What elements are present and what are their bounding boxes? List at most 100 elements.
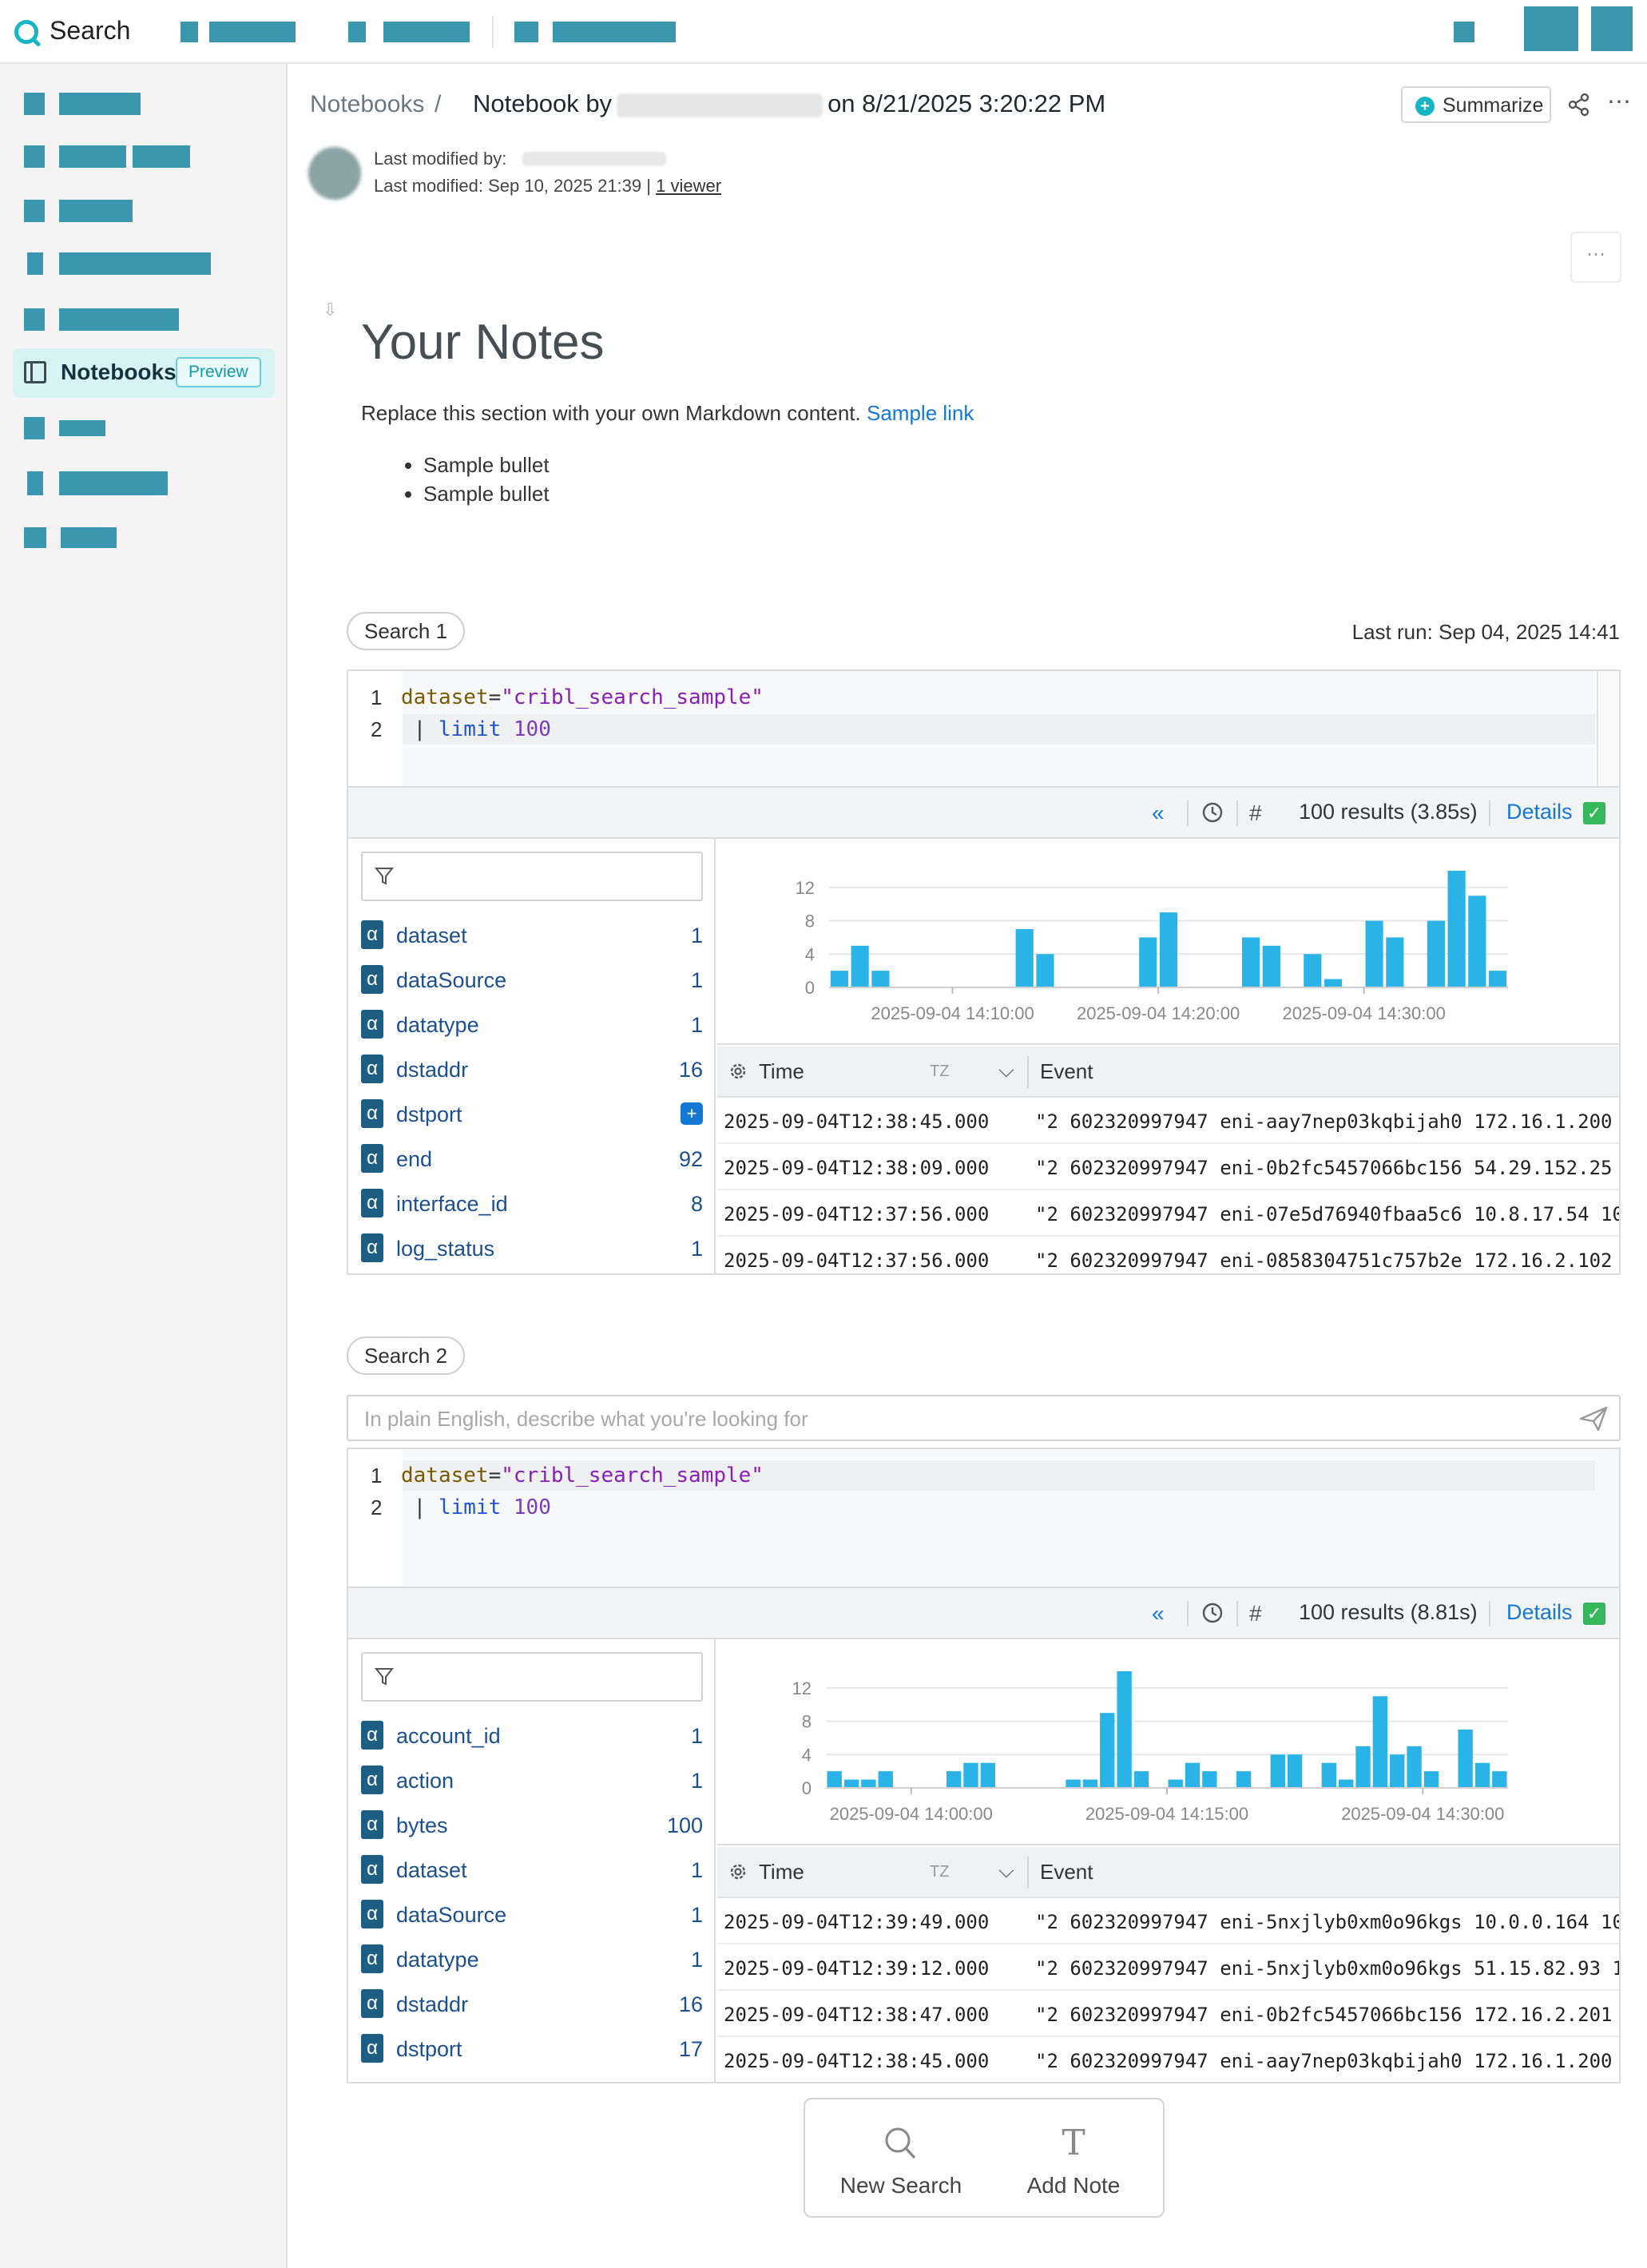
field-count: 8 xyxy=(690,1192,703,1216)
nav-link-placeholder[interactable] xyxy=(383,22,470,42)
time-column-header[interactable]: Time xyxy=(759,1059,804,1083)
field-row[interactable]: α interface_id 8 xyxy=(361,1187,703,1219)
search-1-editor[interactable]: 1 2 dataset="cribl_search_sample" | limi… xyxy=(347,669,1621,788)
editor-scrollbar[interactable] xyxy=(1597,671,1619,786)
histogram-bar xyxy=(1202,1771,1217,1788)
sidebar-item-placeholder[interactable] xyxy=(59,200,133,222)
field-row[interactable]: α dstaddr 16 xyxy=(361,1053,703,1085)
field-row[interactable]: α dstport + xyxy=(361,1098,703,1130)
sidebar-icon-placeholder[interactable] xyxy=(24,417,45,439)
nav-icon-placeholder[interactable] xyxy=(181,22,198,42)
field-row[interactable]: α action 1 xyxy=(361,1764,703,1796)
hash-icon[interactable]: # xyxy=(1249,800,1262,825)
collapse-icon[interactable]: « xyxy=(1152,1601,1165,1626)
field-row[interactable]: α dataset 1 xyxy=(361,919,703,951)
search-2-editor[interactable]: 1 2 dataset="cribl_search_sample" | limi… xyxy=(347,1448,1621,1588)
field-row[interactable]: α account_id 1 xyxy=(361,1719,703,1751)
sidebar-icon-placeholder[interactable] xyxy=(24,145,45,168)
sidebar-icon-placeholder[interactable] xyxy=(24,200,45,222)
notebook-icon xyxy=(24,361,46,383)
title-suffix: on 8/21/2025 3:20:22 PM xyxy=(827,89,1106,117)
sidebar-icon-placeholder[interactable] xyxy=(27,471,43,495)
histogram-svg: 0 4 8 12 2025-09-04 14:00:00 2025-09-04 14:15… xyxy=(792,1671,1508,1824)
share-icon[interactable] xyxy=(1567,93,1591,117)
viewers-link[interactable]: 1 viewer xyxy=(656,176,722,196)
active-line-highlight xyxy=(403,714,1595,745)
send-icon[interactable] xyxy=(1579,1406,1608,1432)
details-link[interactable]: Details xyxy=(1506,800,1573,824)
hash-icon[interactable]: # xyxy=(1249,1601,1262,1626)
field-row[interactable]: α bytes 100 xyxy=(361,1809,703,1841)
sidebar-icon-placeholder[interactable] xyxy=(24,93,45,115)
histogram-bar xyxy=(963,1762,978,1788)
sidebar-item-placeholder[interactable] xyxy=(59,93,141,115)
time-column-header[interactable]: Time xyxy=(759,1860,804,1884)
sidebar-item-placeholder[interactable] xyxy=(59,308,179,331)
field-row[interactable]: α dataSource 1 xyxy=(361,963,703,995)
last-modified: Last modified: Sep 10, 2025 21:39 | 1 vi… xyxy=(374,176,721,197)
drag-handle-icon[interactable]: ⇩ xyxy=(323,300,338,320)
sidebar-item-placeholder[interactable] xyxy=(61,527,117,548)
x-tick-label: 2025-09-04 14:30:00 xyxy=(1341,1804,1504,1824)
nav-link-placeholder[interactable] xyxy=(209,22,296,42)
sidebar-item-placeholder[interactable] xyxy=(59,145,126,168)
sidebar-item-placeholder[interactable] xyxy=(59,471,168,495)
field-row[interactable]: α log_status 1 xyxy=(361,1232,703,1264)
gear-icon[interactable] xyxy=(727,1060,749,1082)
nav-link-placeholder[interactable] xyxy=(553,22,676,42)
ai-prompt-input[interactable] xyxy=(364,1404,1546,1433)
chevron-down-icon[interactable]: ⌵ xyxy=(998,1058,1014,1082)
more-icon[interactable]: ⋯ xyxy=(1607,89,1632,115)
summarize-button[interactable]: + Summarize xyxy=(1401,86,1551,123)
table-row[interactable]: 2025-09-04T12:39:49.000 "2 602320997947 e… xyxy=(717,1898,1619,1944)
sample-link[interactable]: Sample link xyxy=(867,401,974,425)
table-row[interactable]: 2025-09-04T12:37:56.000 "2 602320997947 e… xyxy=(717,1237,1619,1273)
sidebar-icon-placeholder[interactable] xyxy=(27,252,43,275)
table-row[interactable]: 2025-09-04T12:37:56.000 "2 602320997947 e… xyxy=(717,1190,1619,1237)
field-row[interactable]: α dstaddr 16 xyxy=(361,1988,703,2020)
field-row[interactable]: α end 92 xyxy=(361,1142,703,1174)
field-filter-input[interactable] xyxy=(361,1652,703,1702)
field-row[interactable]: α dataset 1 xyxy=(361,1853,703,1885)
toolbar-button-placeholder[interactable] xyxy=(1524,6,1578,51)
sidebar-icon-placeholder[interactable] xyxy=(24,308,45,331)
add-note-button[interactable]: T Add Note xyxy=(994,2099,1153,2216)
breadcrumb-notebooks[interactable]: Notebooks xyxy=(310,91,425,117)
clock-icon[interactable] xyxy=(1201,1602,1224,1624)
section-menu-icon[interactable]: ⋯ xyxy=(1570,232,1621,283)
sidebar-item-placeholder[interactable] xyxy=(59,420,105,436)
clock-icon[interactable] xyxy=(1201,801,1224,824)
field-row[interactable]: α datatype 1 xyxy=(361,1943,703,1975)
avatar-placeholder[interactable] xyxy=(1591,6,1633,51)
add-field-icon[interactable]: + xyxy=(681,1102,703,1125)
details-link[interactable]: Details xyxy=(1506,1600,1573,1624)
toolbar-icon-placeholder[interactable] xyxy=(1454,22,1474,42)
field-row[interactable]: α dstport 17 xyxy=(361,2032,703,2064)
sidebar-icon-placeholder[interactable] xyxy=(24,527,46,548)
chevron-down-icon[interactable]: ⌵ xyxy=(998,1858,1014,1882)
ai-prompt-field[interactable] xyxy=(347,1395,1621,1441)
table-row[interactable]: 2025-09-04T12:38:47.000 "2 602320997947 e… xyxy=(717,1991,1619,2037)
gear-icon[interactable] xyxy=(727,1861,749,1883)
event-text: "2 602320997947 eni-0b2fc5457066bc156 54… xyxy=(1035,1157,1613,1179)
table-row[interactable]: 2025-09-04T12:38:45.000 "2 602320997947 e… xyxy=(717,2037,1619,2082)
search-1-label[interactable]: Search 1 xyxy=(347,612,466,650)
field-count: 1 xyxy=(690,1858,703,1882)
table-row[interactable]: 2025-09-04T12:38:09.000 "2 602320997947 e… xyxy=(717,1144,1619,1190)
code-field: dataset xyxy=(401,1464,489,1488)
meta-separator: | xyxy=(646,176,651,196)
new-search-button[interactable]: New Search xyxy=(821,2099,981,2216)
nav-icon-placeholder[interactable] xyxy=(514,22,538,42)
sidebar-item-placeholder[interactable] xyxy=(133,145,190,168)
nav-icon-placeholder[interactable] xyxy=(348,22,366,42)
table-row[interactable]: 2025-09-04T12:38:45.000 "2 602320997947 e… xyxy=(717,1098,1619,1144)
field-row[interactable]: α dataSource 1 xyxy=(361,1898,703,1930)
code-line-2: | limit 100 xyxy=(401,717,551,741)
collapse-icon[interactable]: « xyxy=(1152,800,1165,825)
y-tick-label: 12 xyxy=(796,878,815,898)
field-filter-input[interactable] xyxy=(361,852,703,901)
field-row[interactable]: α datatype 1 xyxy=(361,1008,703,1040)
search-2-label[interactable]: Search 2 xyxy=(347,1337,466,1375)
table-row[interactable]: 2025-09-04T12:39:12.000 "2 602320997947 e… xyxy=(717,1944,1619,1991)
sidebar-item-placeholder[interactable] xyxy=(59,252,211,275)
